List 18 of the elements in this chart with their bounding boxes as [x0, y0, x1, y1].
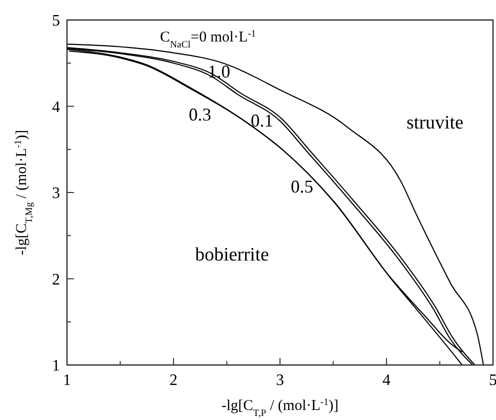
x-tick-label: 1 [63, 372, 71, 389]
x-tick-label: 3 [276, 372, 284, 389]
y-tick-label: 5 [52, 12, 60, 30]
annotation: struvite [406, 112, 464, 134]
x-tick-label: 4 [382, 372, 390, 389]
series-label: 0.5 [290, 176, 314, 196]
y-tick-label: 4 [52, 98, 60, 116]
x-axis-title: -lg[C$_{T,P}$ / (mol·L$^{-1}$)] [221, 396, 339, 418]
series-label: 1.0 [208, 61, 230, 82]
series-label: 0.3 [188, 104, 212, 124]
x-tick-label: 2 [170, 372, 178, 389]
series-label: 0.1 [250, 110, 274, 130]
y-tick-label: 3 [52, 185, 60, 202]
series-label: C$_{NaCl}$=0 mol·L$^{-1}$ [160, 28, 256, 50]
y-tick-label: 2 [52, 271, 60, 288]
x-tick-label: 5 [489, 372, 496, 389]
y-tick-label: 1 [52, 358, 60, 375]
annotation: bobierrite [195, 244, 269, 266]
